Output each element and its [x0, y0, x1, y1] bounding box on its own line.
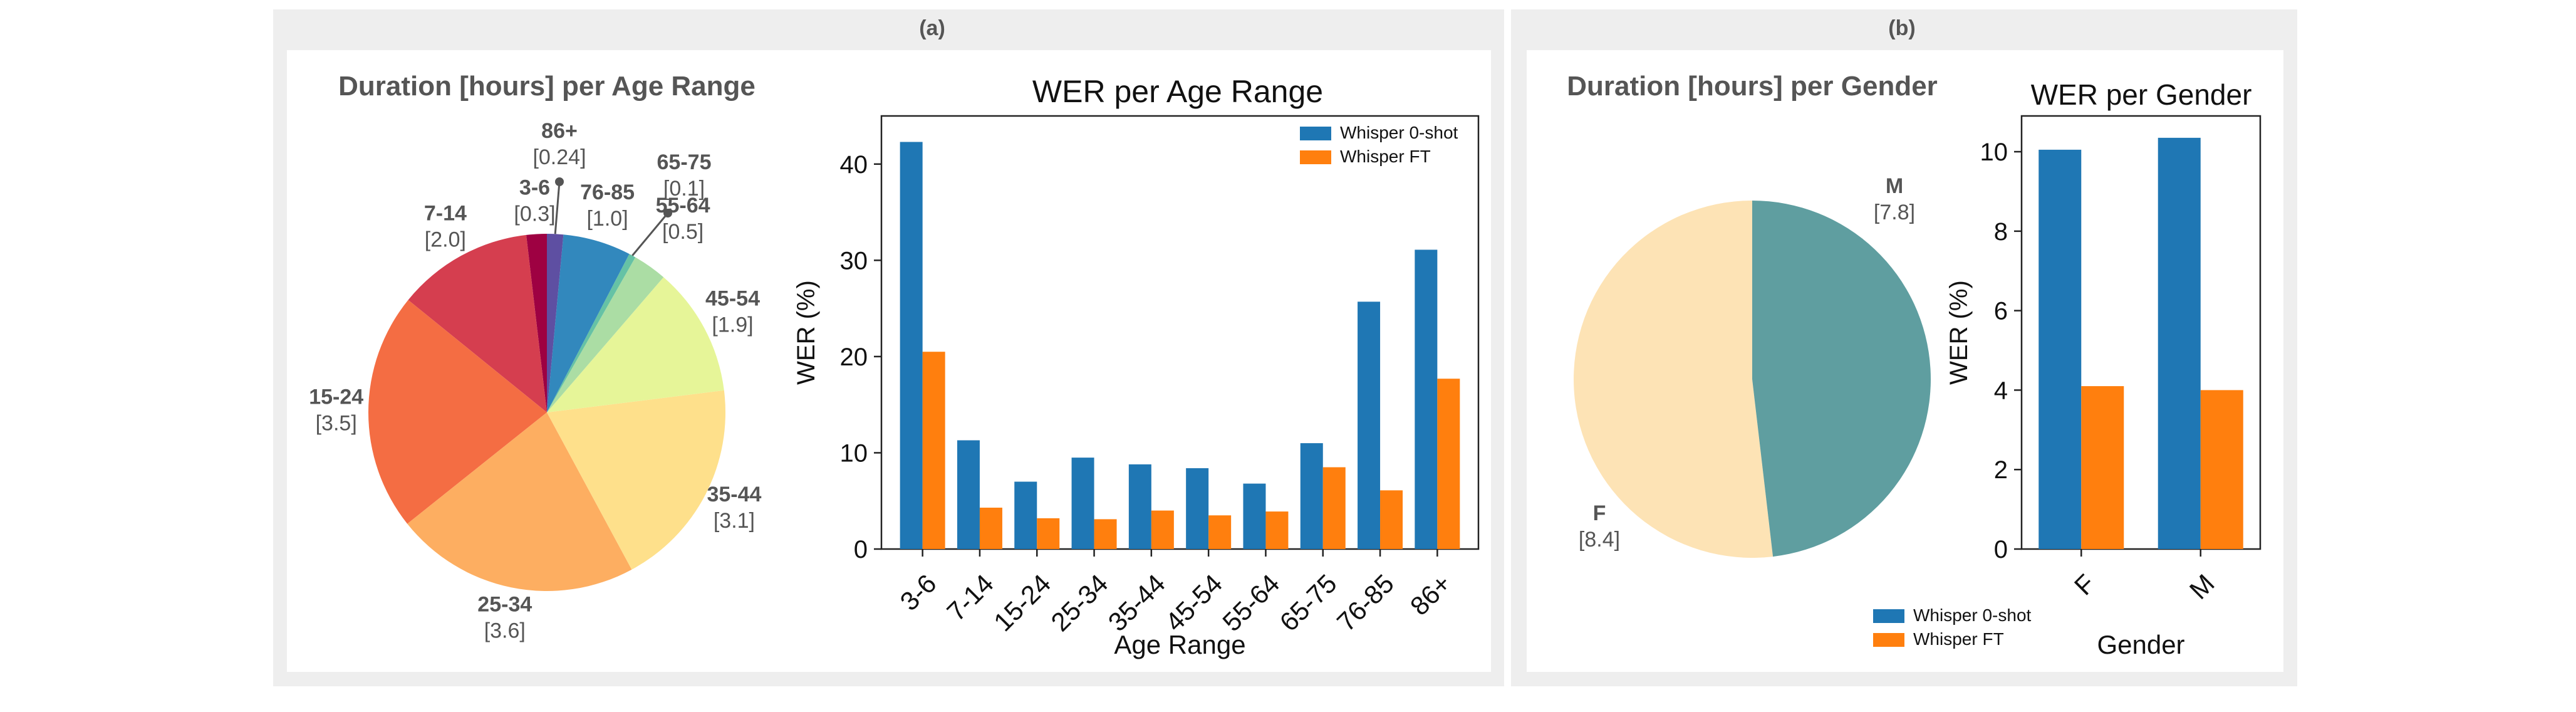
age-bars-bar-ft-55-64 [1265, 511, 1289, 549]
age-bars-bar-zero-shot-25-34 [1071, 458, 1094, 549]
gender-pie-value-M: [7.8] [1874, 201, 1915, 224]
age-pie-slice-55-64 [547, 257, 664, 412]
panel-a-label: (a) [919, 16, 945, 40]
age-pie-slice-7-14 [408, 234, 547, 412]
age-bars-bar-zero-shot-65-75 [1300, 443, 1323, 549]
age-pie-callout-65-75 [631, 212, 669, 256]
age-pie-value-3-6: [0.3] [514, 202, 555, 226]
age-pie-label-3-6: 3-6 [519, 175, 550, 199]
age-pie-value-55-64: [0.5] [662, 220, 704, 244]
age-pie-label-15-24: 15-24 [309, 385, 363, 409]
age-pie-label-76-85: 76-85 [580, 181, 635, 204]
gender-bars-ylabel: WER (%) [1945, 280, 1973, 385]
age-bars-bar-ft-45-54 [1208, 515, 1232, 549]
age-pie-slice-25-34 [407, 412, 632, 591]
gender-bars-ytick-label: 0 [1994, 536, 2008, 563]
age-pie-label-35-44: 35-44 [707, 483, 761, 506]
age-pie-slice-45-54 [547, 277, 724, 412]
age-pie-slice-76-85 [547, 234, 630, 412]
gender-bars-ytick-label: 10 [1980, 139, 2008, 166]
gender-bars-axes-frame [2020, 115, 2262, 550]
gender-bars-ytick-label: 4 [1994, 377, 2008, 404]
gender-pie-chart: F [8.4] M [7.8] [1574, 174, 1931, 558]
age-pie-slice-15-24 [368, 300, 547, 524]
age-bars-bar-zero-shot-86+ [1415, 249, 1438, 549]
age-bars-bar-ft-15-24 [1037, 518, 1060, 549]
gender-bars-bar-zero-shot-F [2038, 149, 2082, 549]
age-bars-bar-ft-25-34 [1094, 519, 1117, 549]
age-pie-callout-86+ [554, 181, 561, 234]
age-pie-value-45-54: [1.9] [712, 313, 753, 337]
age-pie-value-25-34: [3.6] [484, 619, 526, 643]
age-bars-ytick-label: 10 [840, 439, 868, 467]
age-bars-ytick-label: 30 [840, 247, 868, 275]
gender-bars-bar-zero-shot-M [2158, 137, 2201, 550]
gender-pie-title: Duration [hours] per Gender [1567, 71, 1938, 102]
age-pie-slice-86+ [547, 234, 564, 412]
gender-bars-bar-ft-F [2081, 386, 2124, 549]
gender-bars-ytick-label: 2 [1994, 456, 2008, 484]
gender-pie-slice-M [1752, 201, 1931, 557]
age-bars-bar-zero-shot-7-14 [957, 440, 980, 549]
age-pie-value-76-85: [1.0] [586, 207, 628, 231]
age-pie-value-65-75: [0.1] [663, 177, 705, 201]
age-bars-bar-ft-65-75 [1322, 467, 1346, 549]
age-bars-ylabel: WER (%) [792, 280, 820, 385]
age-bars-legend-swatch-0 [1300, 127, 1331, 140]
age-bars-legend-label-0: Whisper 0-shot [1340, 123, 1458, 142]
age-pie-label-45-54: 45-54 [705, 286, 760, 310]
age-bars-legend-label-1: Whisper FT [1340, 147, 1431, 166]
age-pie-callout-dot-65-75 [663, 209, 672, 217]
age-bars-bar-ft-76-85 [1380, 490, 1403, 549]
age-pie-title: Duration [hours] per Age Range [338, 71, 756, 102]
age-pie-chart: 3-6 [0.3] 7-14 [2.0] 15-24 [3.5] 25-34[3.6] 35-… [309, 119, 761, 643]
gender-bars-legend-swatch-0 [1873, 609, 1904, 623]
age-pie-value-35-44: [3.1] [714, 509, 755, 533]
gender-bars-xlabel: Gender [2097, 630, 2184, 659]
age-pie-slice-35-44 [547, 390, 725, 570]
gender-bar-title: WER per Gender [2031, 78, 2252, 111]
age-pie-label-7-14: 7-14 [424, 201, 467, 225]
age-bars-bar-ft-7-14 [979, 507, 1002, 549]
age-bars-bar-ft-3-6 [922, 352, 945, 549]
age-bars-bar-zero-shot-3-6 [900, 142, 923, 549]
age-pie-slice-3-6 [526, 234, 547, 412]
gender-pie-slice-F [1574, 201, 1774, 558]
gender-bars-legend-swatch-1 [1873, 633, 1904, 647]
age-bars-legend-swatch-1 [1300, 150, 1331, 164]
age-pie-value-15-24: [3.5] [316, 412, 357, 436]
age-bars-bar-ft-35-44 [1151, 510, 1174, 549]
age-bars-xlabel: Age Range [1114, 630, 1245, 659]
age-bars-ytick-label: 20 [840, 343, 868, 371]
age-bars-axes-frame [880, 115, 1480, 550]
age-bar-title: WER per Age Range [1032, 74, 1323, 109]
gender-pie-label-F: F [1593, 501, 1606, 525]
age-pie-value-86+: [0.24] [532, 145, 586, 169]
age-pie-callout-dot-86+ [555, 177, 564, 186]
panel-b-label: (b) [1888, 16, 1915, 40]
gender-bars-ytick-label: 6 [1994, 298, 2008, 325]
age-bars-ytick-label: 40 [840, 151, 868, 179]
age-bars-bar-zero-shot-76-85 [1358, 301, 1381, 549]
age-pie-label-25-34: 25-34 [477, 593, 532, 617]
age-bars-bar-zero-shot-15-24 [1014, 481, 1037, 549]
gender-bars-ytick-label: 8 [1994, 218, 2008, 246]
age-pie-value-7-14: [2.0] [425, 228, 466, 251]
gender-pie-label-M: M [1886, 174, 1903, 198]
age-bars-bar-zero-shot-45-54 [1186, 468, 1209, 549]
gender-pie-value-F: [8.4] [1579, 528, 1620, 552]
gender-bars-bar-ft-M [2200, 390, 2243, 549]
gender-bars-legend-label-0: Whisper 0-shot [1913, 605, 2032, 625]
age-pie-label-65-75: 65-75 [657, 150, 712, 174]
age-bars-ytick-label: 0 [854, 536, 868, 563]
gender-bars-legend-label-1: Whisper FT [1913, 629, 2004, 649]
age-bars-bar-zero-shot-55-64 [1243, 483, 1266, 549]
age-bars-bar-zero-shot-35-44 [1128, 464, 1151, 549]
age-pie-label-86+: 86+ [541, 119, 578, 143]
age-bars-bar-ft-86+ [1437, 379, 1460, 549]
age-pie-slice-65-75 [547, 254, 636, 412]
